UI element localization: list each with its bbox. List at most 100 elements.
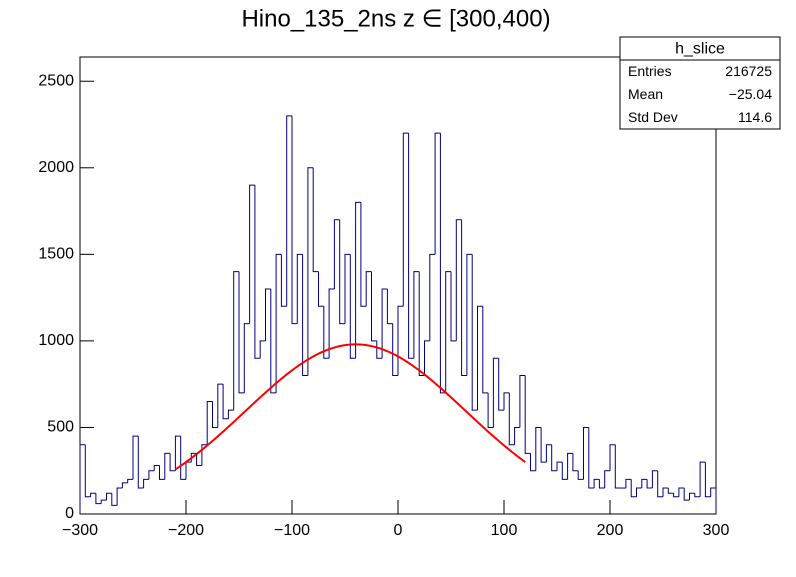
histogram-bar (95, 493, 102, 505)
histogram-bar (233, 271, 239, 411)
histogram-bar (339, 219, 345, 325)
histogram-bar (196, 453, 202, 467)
histogram-bar (355, 201, 361, 359)
histogram-bar (392, 323, 398, 377)
histogram-bar (180, 436, 186, 480)
histogram-bar (291, 115, 298, 325)
histogram-bar (116, 487, 123, 506)
histogram-bar (588, 427, 595, 489)
histogram-bar (567, 452, 573, 480)
histogram-bar (132, 435, 139, 480)
histogram-bar (614, 444, 621, 489)
stats-value: 114.6 (738, 109, 772, 125)
histogram-bar (561, 462, 568, 480)
histogram-bar (593, 478, 600, 489)
histogram-bar (333, 219, 340, 289)
y-tick-label: 2000 (38, 159, 74, 176)
histogram-bar (296, 253, 303, 324)
histogram-bar (424, 340, 430, 376)
histogram-bar (243, 323, 250, 393)
histogram-bar (174, 435, 181, 471)
histogram-bar (434, 132, 441, 255)
histogram-bar (609, 444, 616, 471)
histogram-bar (259, 340, 266, 359)
histogram-bar (641, 478, 648, 489)
histogram-bar (206, 400, 213, 445)
histogram-bar (503, 392, 510, 411)
histogram-bar (519, 375, 526, 428)
histogram-bar (530, 453, 536, 472)
stats-label: Mean (628, 86, 663, 102)
histogram-bar (413, 271, 420, 359)
histogram-bar (365, 271, 372, 307)
histogram-bar (217, 383, 224, 428)
histogram-bar (254, 185, 261, 359)
histogram-bar (514, 426, 520, 445)
x-tick-label: 300 (703, 522, 730, 539)
stats-value: −25.04 (729, 86, 772, 102)
stats-label: Std Dev (628, 109, 678, 125)
stats-box (619, 36, 781, 130)
histogram-bar (535, 426, 542, 471)
x-tick-label: 0 (394, 522, 403, 539)
histogram-bar (524, 375, 531, 454)
histogram-bar (482, 306, 489, 394)
histogram-bar (344, 253, 351, 324)
histogram-bar (429, 253, 436, 341)
histogram-bar (646, 479, 653, 489)
histogram-bar (418, 271, 425, 377)
histogram-bar (577, 470, 584, 480)
histogram-bar (704, 462, 711, 498)
histogram-bar (657, 470, 663, 498)
histogram-bar (699, 461, 706, 497)
histogram-bar (630, 479, 637, 498)
histogram-bar (710, 487, 717, 514)
histogram-bar (249, 184, 255, 324)
histogram-bar (238, 271, 245, 394)
histogram-bar (397, 305, 404, 376)
chart-title: Hino_135_2ns z ∈ [300,400) (241, 5, 550, 32)
histogram-bar (461, 219, 467, 377)
x-tick-label: 100 (491, 522, 518, 539)
histogram-bar (323, 306, 330, 359)
y-tick-label: 2500 (38, 72, 74, 89)
y-tick-label: 0 (65, 505, 74, 522)
y-tick-label: 1000 (38, 332, 74, 349)
histogram-bar (328, 288, 335, 359)
histogram-bar (471, 254, 478, 411)
histogram-bar (153, 465, 160, 471)
histogram-bar (572, 453, 579, 472)
histogram-bar (498, 358, 504, 411)
histogram-bar (318, 271, 324, 307)
histogram-bar (275, 253, 282, 393)
histogram-bar (111, 493, 118, 506)
histogram-bar (667, 488, 674, 494)
x-tick-label: −100 (274, 522, 310, 539)
fit-curve (174, 343, 526, 471)
x-tick-label: −200 (168, 522, 204, 539)
histogram-bar (360, 202, 367, 307)
histogram-bar (662, 487, 669, 497)
histogram-bar (402, 132, 409, 307)
histogram-bar (673, 493, 679, 498)
histogram-bar (598, 479, 605, 489)
histogram-bar (164, 452, 171, 480)
histogram-bar (689, 492, 695, 501)
histogram-bar (227, 409, 234, 419)
stats-label: Entries (628, 63, 672, 79)
histogram-bar (386, 288, 393, 325)
histogram-bar (492, 357, 499, 428)
histogram-bar (445, 271, 451, 393)
histogram-bar (678, 487, 685, 497)
histogram-bar (487, 392, 494, 428)
histogram-bar (349, 254, 356, 359)
histogram-bar (604, 470, 610, 489)
histogram-bar (683, 488, 690, 501)
histogram-bar (286, 115, 292, 307)
x-tick-label: 200 (597, 522, 624, 539)
y-tick-label: 500 (47, 419, 74, 436)
histogram-bar (302, 254, 308, 377)
histogram-bar (450, 271, 457, 342)
histogram-bar (270, 288, 277, 394)
